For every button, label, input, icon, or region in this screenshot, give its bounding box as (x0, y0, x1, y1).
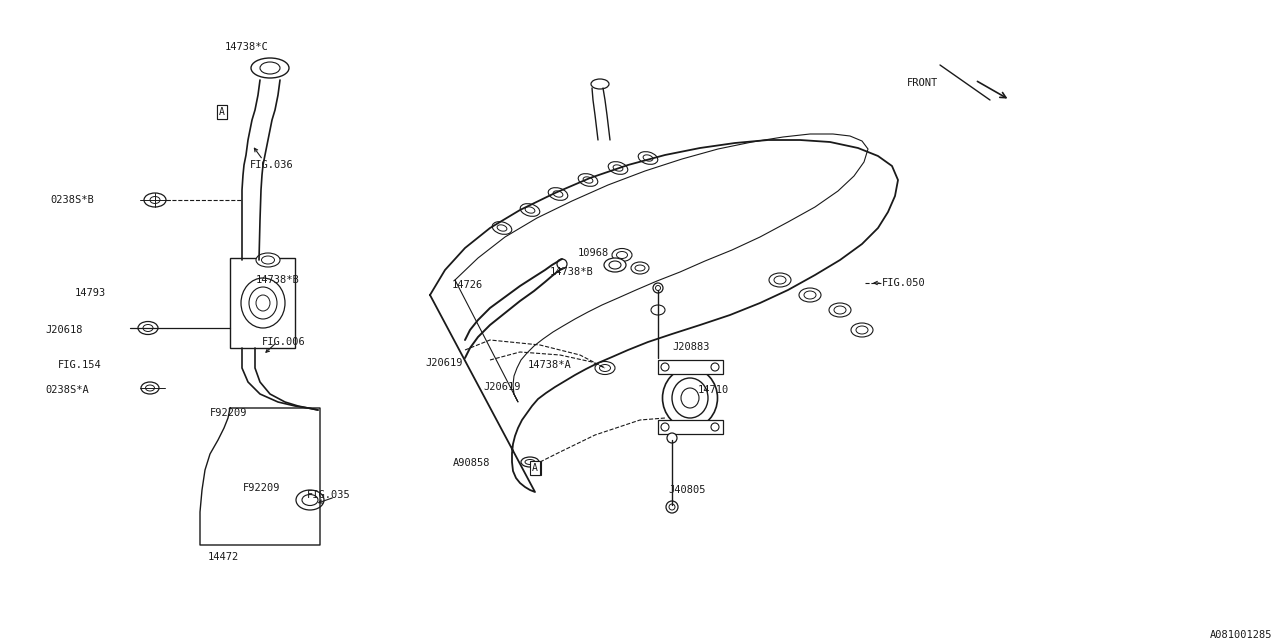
Ellipse shape (663, 368, 718, 428)
Ellipse shape (548, 188, 568, 200)
Text: FRONT: FRONT (908, 78, 938, 88)
Ellipse shape (672, 378, 708, 418)
Text: J20619: J20619 (425, 358, 462, 368)
Ellipse shape (521, 457, 539, 467)
Text: 14710: 14710 (698, 385, 730, 395)
Text: 0238S*A: 0238S*A (45, 385, 88, 395)
Ellipse shape (557, 259, 567, 269)
Ellipse shape (612, 248, 632, 262)
Text: A081001285: A081001285 (1210, 630, 1272, 640)
Text: A: A (532, 463, 538, 473)
Text: FIG.006: FIG.006 (262, 337, 306, 347)
Ellipse shape (769, 273, 791, 287)
Ellipse shape (143, 193, 166, 207)
Text: 14738*B: 14738*B (550, 267, 594, 277)
Text: J40805: J40805 (668, 485, 705, 495)
Ellipse shape (851, 323, 873, 337)
Ellipse shape (660, 423, 669, 431)
Bar (230, 258, 294, 348)
Text: FIG.035: FIG.035 (307, 490, 351, 500)
Text: 14472: 14472 (207, 552, 239, 562)
Ellipse shape (631, 262, 649, 274)
Bar (658, 420, 723, 434)
Text: 14726: 14726 (452, 280, 484, 290)
Text: A90858: A90858 (453, 458, 490, 468)
Ellipse shape (710, 363, 719, 371)
Text: FIG.036: FIG.036 (250, 160, 293, 170)
Ellipse shape (141, 382, 159, 394)
Ellipse shape (666, 501, 678, 513)
Ellipse shape (608, 162, 627, 174)
Ellipse shape (493, 221, 512, 234)
Text: FIG.050: FIG.050 (882, 278, 925, 288)
Text: J20619: J20619 (483, 382, 521, 392)
Text: FIG.154: FIG.154 (58, 360, 101, 370)
Ellipse shape (829, 303, 851, 317)
Bar (658, 360, 723, 374)
Ellipse shape (799, 288, 820, 302)
Text: 14793: 14793 (76, 288, 106, 298)
Ellipse shape (138, 321, 157, 335)
Ellipse shape (520, 204, 540, 216)
Ellipse shape (653, 283, 663, 293)
Text: A: A (532, 463, 539, 473)
Ellipse shape (652, 305, 666, 315)
Text: A: A (219, 107, 225, 117)
Text: A: A (219, 107, 225, 117)
Ellipse shape (710, 423, 719, 431)
Ellipse shape (296, 490, 324, 510)
Text: 14738*A: 14738*A (529, 360, 572, 370)
Ellipse shape (250, 287, 276, 319)
Text: 10968: 10968 (579, 248, 609, 258)
Ellipse shape (251, 58, 289, 78)
Text: F92209: F92209 (210, 408, 247, 418)
Ellipse shape (256, 253, 280, 267)
Ellipse shape (639, 152, 658, 164)
Text: 14738*C: 14738*C (225, 42, 269, 52)
Text: J20883: J20883 (672, 342, 709, 352)
Ellipse shape (667, 433, 677, 443)
Ellipse shape (591, 79, 609, 89)
Ellipse shape (660, 363, 669, 371)
Text: 14738*B: 14738*B (256, 275, 300, 285)
Ellipse shape (241, 278, 285, 328)
Text: 0238S*B: 0238S*B (50, 195, 93, 205)
Ellipse shape (604, 258, 626, 272)
Ellipse shape (579, 173, 598, 186)
Text: J20618: J20618 (45, 325, 82, 335)
Text: F92209: F92209 (243, 483, 280, 493)
Ellipse shape (595, 362, 614, 374)
